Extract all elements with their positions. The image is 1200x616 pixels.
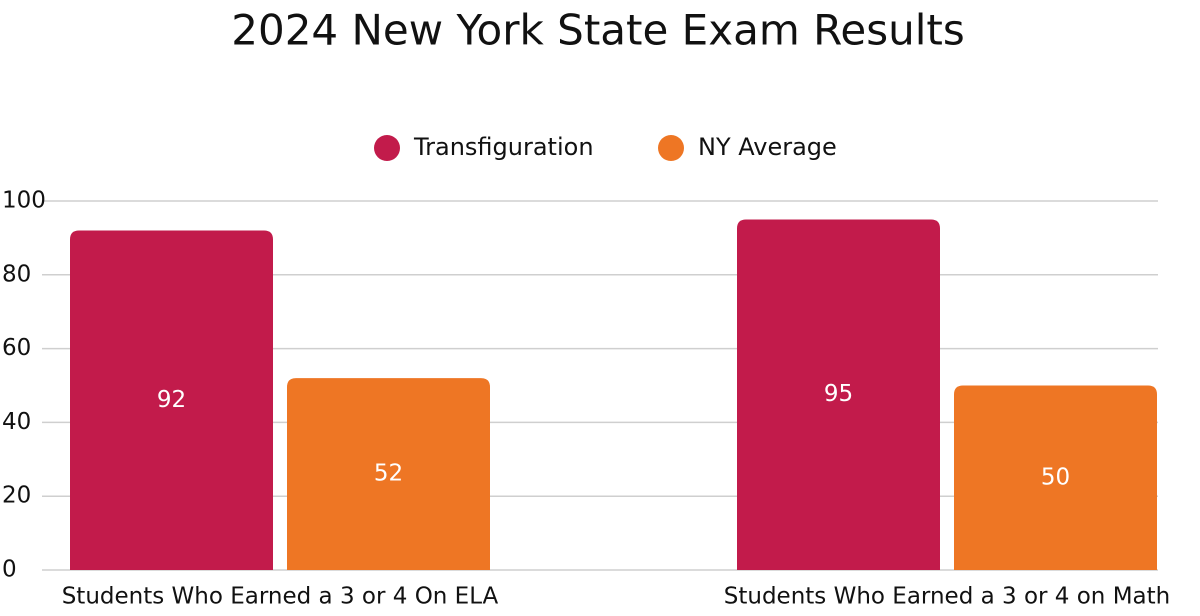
data-label: 95 bbox=[824, 381, 853, 407]
chart-title: 2024 New York State Exam Results bbox=[231, 6, 964, 55]
y-tick-label: 40 bbox=[2, 409, 31, 435]
x-tick-label: Students Who Earned a 3 or 4 On ELA bbox=[62, 584, 499, 610]
legend-marker bbox=[658, 135, 684, 161]
y-tick-label: 80 bbox=[2, 261, 31, 287]
bar bbox=[737, 219, 940, 570]
bar bbox=[954, 385, 1157, 570]
legend-label: Transfiguration bbox=[413, 133, 594, 161]
y-tick-label: 100 bbox=[2, 188, 46, 214]
x-tick-label: Students Who Earned a 3 or 4 on Math bbox=[724, 584, 1170, 610]
data-label: 50 bbox=[1041, 464, 1070, 490]
y-tick-label: 60 bbox=[2, 335, 31, 361]
y-tick-label: 0 bbox=[2, 557, 17, 583]
data-label: 52 bbox=[374, 461, 403, 487]
legend-label: NY Average bbox=[698, 133, 837, 161]
y-tick-label: 20 bbox=[2, 483, 31, 509]
legend-marker bbox=[374, 135, 400, 161]
data-label: 92 bbox=[157, 387, 186, 413]
bar bbox=[70, 230, 273, 570]
bar bbox=[287, 378, 490, 570]
